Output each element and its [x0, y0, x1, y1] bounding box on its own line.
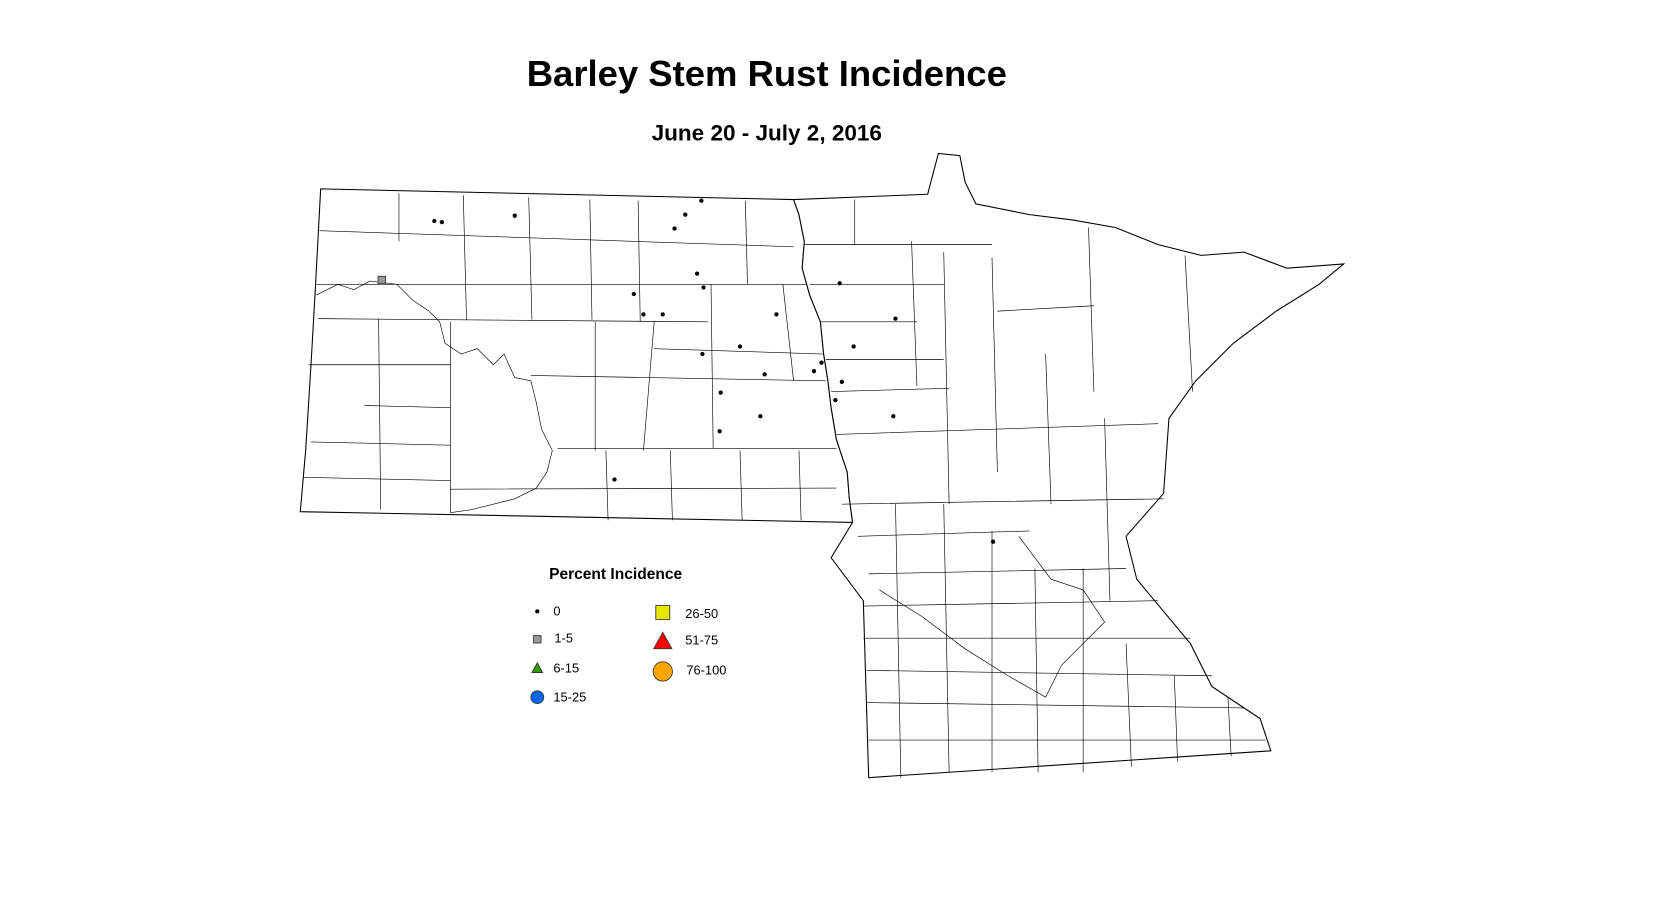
sample-site-marker	[672, 226, 677, 231]
sample-site-marker	[612, 477, 617, 482]
minnesota	[792, 152, 1346, 779]
sample-site-marker	[851, 344, 856, 349]
sample-site-marker	[737, 344, 743, 349]
legend-symbol-0	[535, 609, 540, 614]
legend-label: 15-25	[553, 689, 586, 704]
sample-site-marker	[699, 198, 704, 203]
sample-site-marker	[774, 312, 779, 317]
legend-symbol-1-5	[533, 635, 542, 644]
sample-site-marker	[701, 285, 706, 290]
legend: Percent Incidence 0 1-5 6-15 15-25 26-50 51-7…	[530, 566, 726, 705]
map-subtitle: June 20 - July 2, 2016	[652, 121, 882, 146]
legend-label: 0	[553, 604, 560, 619]
sample-site-marker	[641, 312, 646, 317]
sample-site-marker	[717, 429, 722, 434]
sample-site-marker	[893, 316, 898, 321]
sample-site-marker	[694, 271, 700, 276]
sample-site-marker	[631, 291, 636, 297]
legend-label: 6-15	[553, 661, 579, 676]
legend-symbol-76-100	[652, 661, 673, 682]
sample-site-marker	[718, 390, 723, 395]
sample-site-marker	[700, 351, 705, 357]
legend-title: Percent Incidence	[549, 566, 682, 583]
sample-site-marker	[891, 414, 896, 419]
sample-site-marker	[439, 219, 444, 225]
sample-site-marker	[762, 372, 767, 377]
sample-site-marker	[811, 369, 817, 374]
legend-label: 26-50	[685, 606, 718, 621]
sample-sites	[377, 198, 996, 544]
map-title: Barley Stem Rust Incidence	[527, 53, 1007, 94]
sample-site-marker	[990, 539, 996, 544]
legend-label: 76-100	[686, 663, 726, 678]
sample-site-marker	[683, 212, 688, 217]
sample-site-marker	[512, 213, 517, 218]
sample-site-marker	[758, 414, 763, 419]
sample-site-marker	[377, 275, 386, 285]
legend-symbol-51-75	[652, 631, 673, 650]
legend-symbol-6-15	[531, 661, 544, 673]
legend-label: 51-75	[685, 633, 718, 648]
sample-site-marker	[660, 312, 665, 317]
legend-label: 1-5	[554, 631, 573, 646]
sample-site-marker	[839, 379, 845, 385]
sample-site-marker	[819, 360, 824, 365]
sample-site-marker	[432, 218, 437, 224]
sample-site-marker	[837, 281, 842, 286]
legend-symbol-15-25	[530, 690, 545, 705]
sample-site-marker	[833, 397, 838, 403]
legend-symbol-26-50	[655, 605, 671, 620]
north-dakota	[299, 188, 854, 523]
